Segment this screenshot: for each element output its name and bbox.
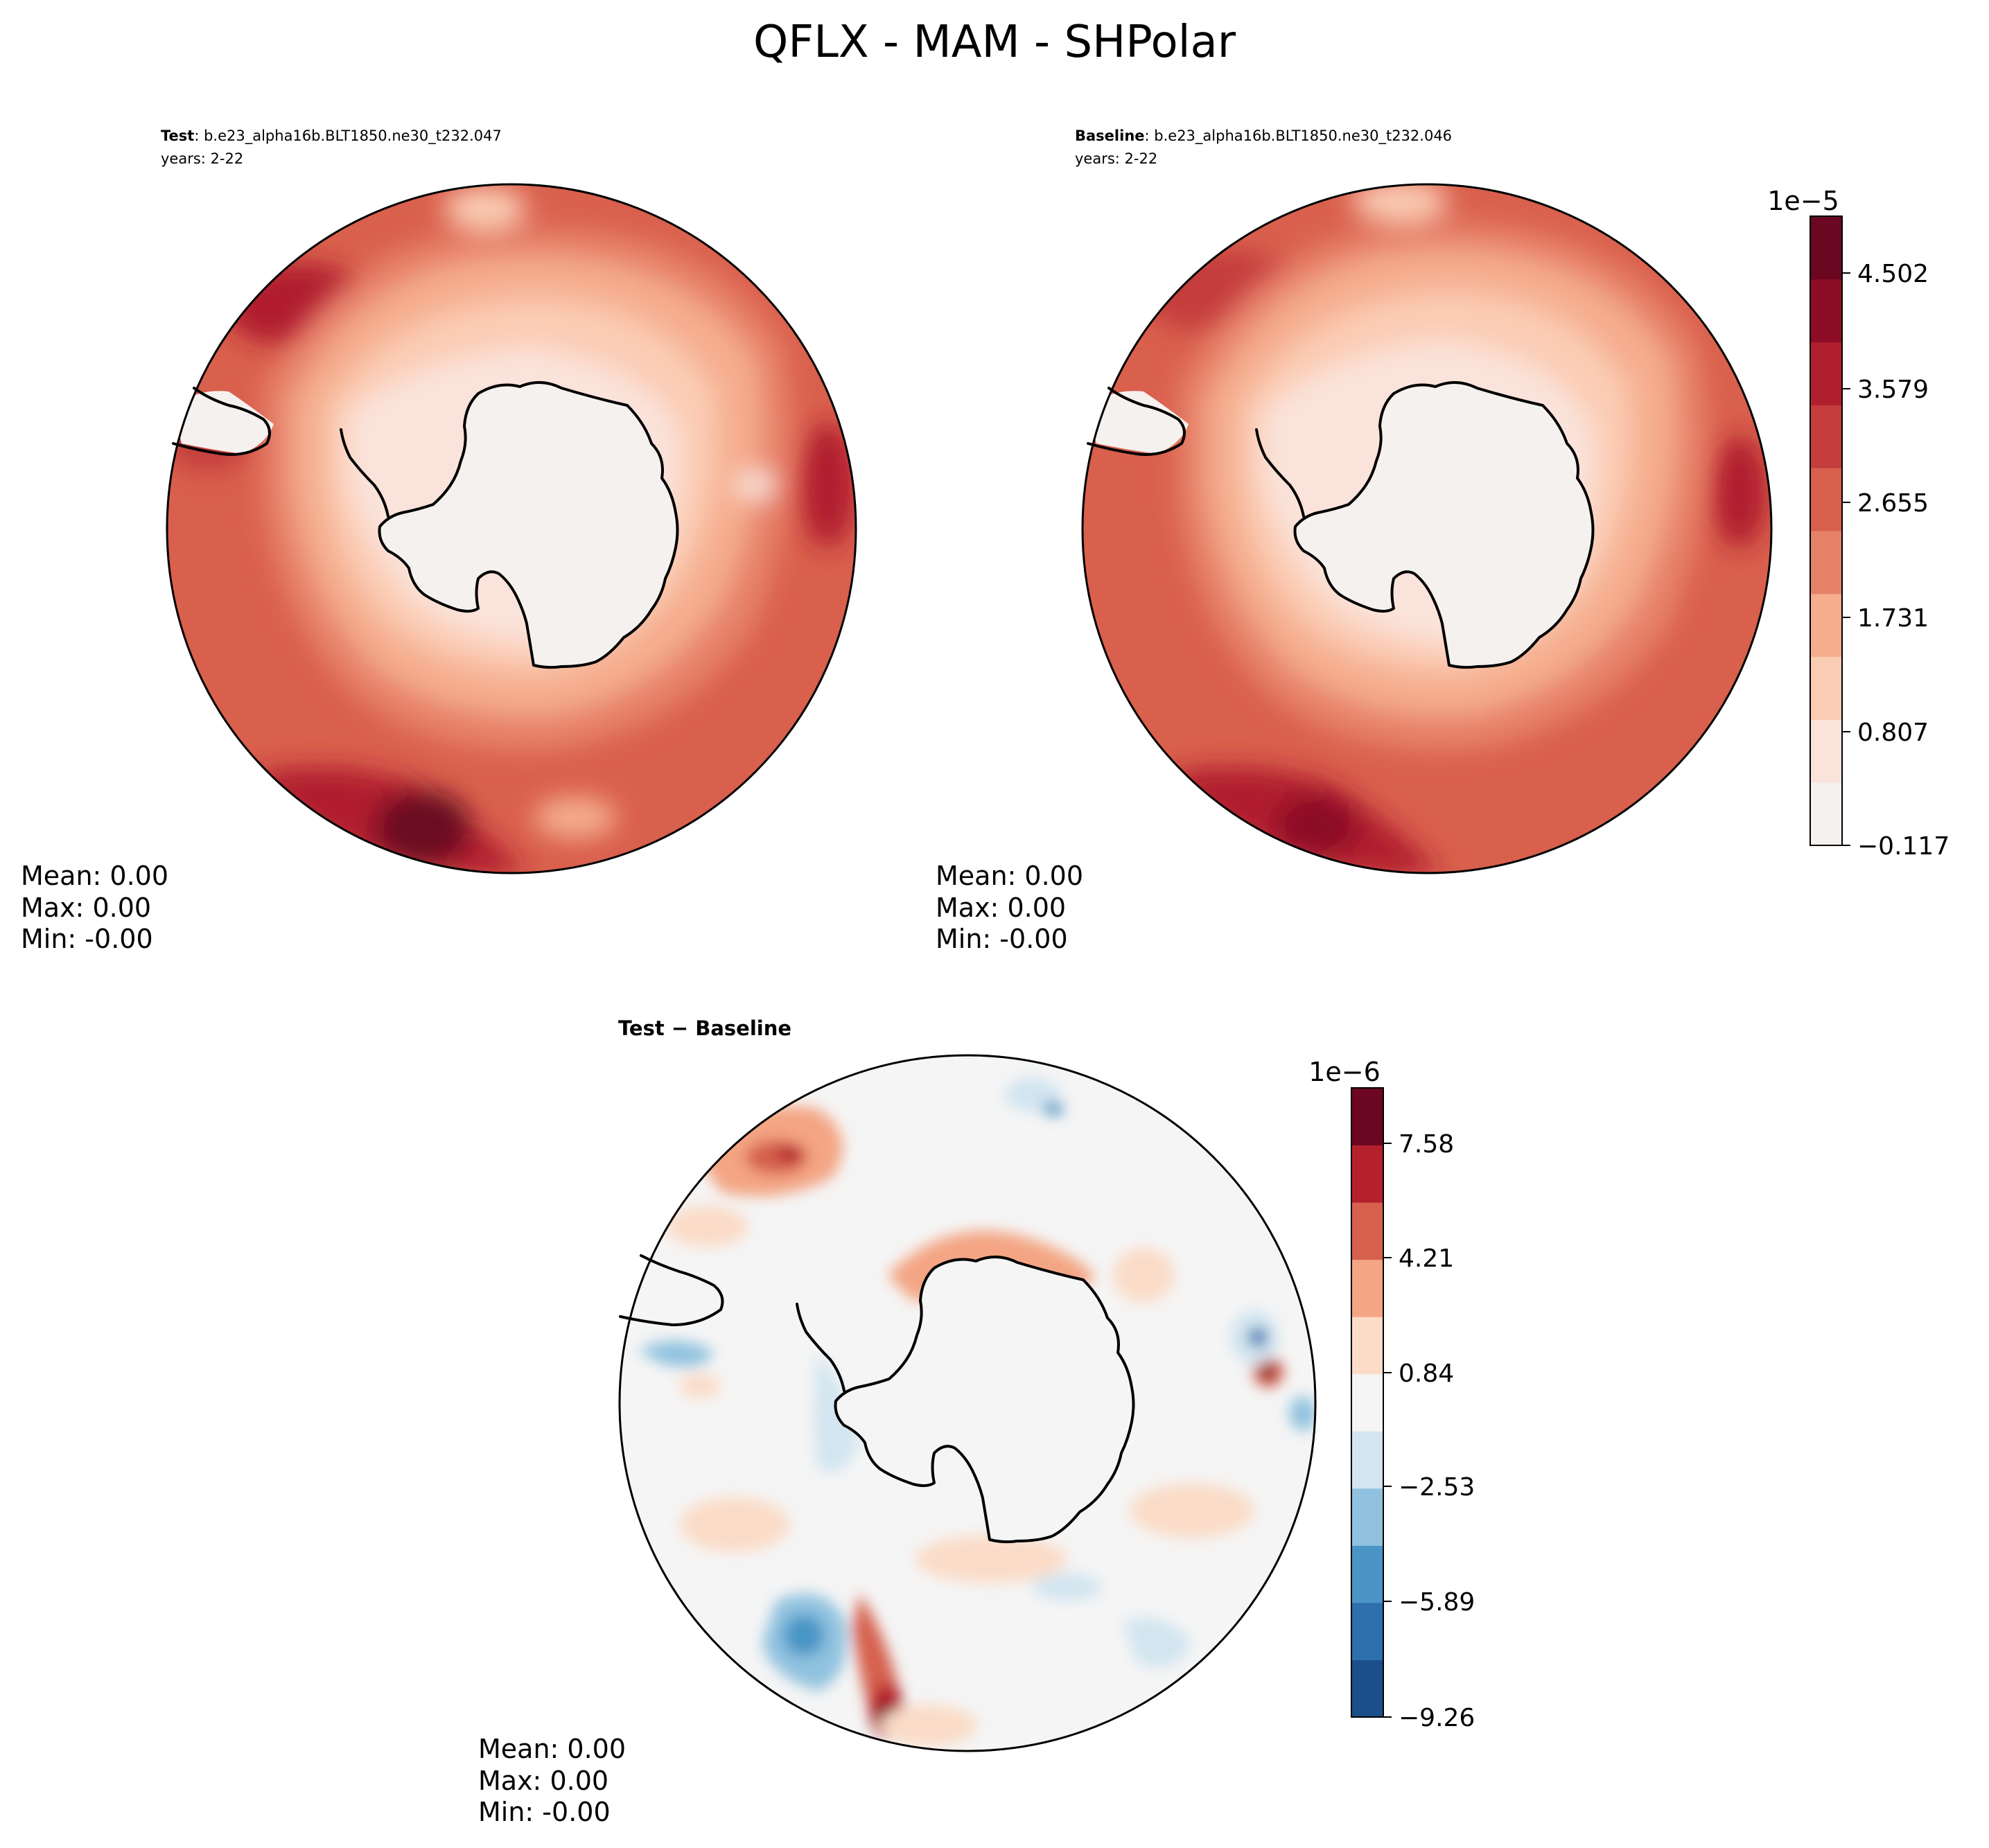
baseline-antarctica xyxy=(1293,380,1595,669)
colorbar-abs-band xyxy=(1810,782,1842,846)
diff-south-america xyxy=(619,1254,724,1327)
colorbar-abs-band xyxy=(1810,216,1842,280)
diff-map-boundary xyxy=(618,1054,1317,1752)
colorbar-diff-frame xyxy=(1351,1087,1384,1718)
colorbar-diff-band xyxy=(1351,1373,1383,1432)
colorbar-abs-bands xyxy=(1810,216,1842,846)
test-stat-max: Max: 0.00 xyxy=(21,892,151,923)
colorbar-diff-offset: 1e−6 xyxy=(1308,1057,1381,1087)
diff-stat-mean: Mean: 0.00 xyxy=(478,1734,626,1764)
diff-label: Test − Baseline xyxy=(618,1017,791,1040)
test-peninsula xyxy=(340,428,389,518)
baseline-label: Baseline: b.e23_alpha16b.BLT1850.ne30_t2… xyxy=(1075,127,1452,145)
colorbar-abs-tick-label: 1.731 xyxy=(1857,604,1929,633)
colorbar-diff-band xyxy=(1351,1545,1383,1603)
colorbar-diff-ticks xyxy=(1383,1143,1392,1718)
colorbar-abs-tick-label: 2.655 xyxy=(1857,489,1929,518)
colorbar-diff-band xyxy=(1351,1431,1383,1489)
colorbar-diff-band xyxy=(1351,1660,1383,1718)
colorbar-abs-band xyxy=(1810,593,1842,658)
diff-stat-min: Min: -0.00 xyxy=(478,1797,611,1827)
test-label: Test: b.e23_alpha16b.BLT1850.ne30_t232.0… xyxy=(161,127,502,145)
colorbar-abs-band xyxy=(1810,531,1842,595)
colorbar-diff-band xyxy=(1351,1088,1383,1146)
colorbar-diff-band xyxy=(1351,1202,1383,1260)
diff-antarctica xyxy=(834,1255,1135,1544)
colorbar-abs-band xyxy=(1810,342,1842,405)
baseline-stat-mean: Mean: 0.00 xyxy=(936,861,1083,891)
colorbar-abs-tick-label: 4.502 xyxy=(1857,260,1929,288)
baseline-years: years: 2-22 xyxy=(1075,150,1157,167)
colorbar-abs-tick-label: −0.117 xyxy=(1857,832,1949,861)
colorbar-abs-frame xyxy=(1810,215,1843,846)
colorbar-abs-band xyxy=(1810,279,1842,343)
test-antarctica xyxy=(378,380,679,669)
test-stat-min: Min: -0.00 xyxy=(21,924,153,954)
colorbar-diff-band xyxy=(1351,1602,1383,1660)
baseline-south-america xyxy=(1087,387,1186,456)
diff-peninsula xyxy=(796,1303,845,1392)
test-south-america xyxy=(172,387,271,456)
baseline-stat-max: Max: 0.00 xyxy=(936,892,1066,923)
colorbar-abs-ticks xyxy=(1842,272,1850,846)
colorbar-diff-tick-label: 0.84 xyxy=(1399,1359,1454,1388)
colorbar-diff: 1e−6 7.58 4.21 0.84 −2.53 −5.89 −9.26 xyxy=(1308,1057,1475,1732)
colorbar-diff-tick-label: −9.26 xyxy=(1399,1704,1475,1732)
colorbar-diff-band xyxy=(1351,1317,1383,1375)
colorbar-abs-band xyxy=(1810,405,1842,468)
colorbar-diff-bands xyxy=(1351,1088,1383,1718)
test-years: years: 2-22 xyxy=(161,150,243,167)
colorbar-abs-tick-label: 0.807 xyxy=(1857,719,1929,747)
figure-title: QFLX - MAM - SHPolar xyxy=(753,17,1236,68)
diff-stat-max: Max: 0.00 xyxy=(478,1766,608,1796)
colorbar-abs-tick-label: 3.579 xyxy=(1857,376,1929,404)
baseline-map-boundary xyxy=(1081,183,1773,874)
colorbar-abs-band xyxy=(1810,468,1842,531)
colorbar-diff-band xyxy=(1351,1145,1383,1203)
test-map-boundary xyxy=(166,183,857,874)
colorbar-abs-band xyxy=(1810,656,1842,720)
colorbar-abs-offset: 1e−5 xyxy=(1767,186,1839,216)
colorbar-diff-band xyxy=(1351,1259,1383,1317)
colorbar-diff-band xyxy=(1351,1488,1383,1546)
panel-test: Test: b.e23_alpha16b.BLT1850.ne30_t232.0… xyxy=(21,127,857,954)
test-stat-mean: Mean: 0.00 xyxy=(21,861,168,891)
colorbar-diff-tick-label: −5.89 xyxy=(1399,1588,1475,1617)
colorbar-diff-tick-label: 7.58 xyxy=(1399,1130,1454,1159)
colorbar-diff-tick-label: 4.21 xyxy=(1399,1244,1454,1273)
colorbar-abs-band xyxy=(1810,719,1842,783)
baseline-peninsula xyxy=(1255,428,1305,518)
baseline-stat-min: Min: -0.00 xyxy=(936,924,1068,954)
panel-baseline: Baseline: b.e23_alpha16b.BLT1850.ne30_t2… xyxy=(936,127,1773,954)
panel-diff: Test − Baseline xyxy=(478,1017,1317,1827)
colorbar-abs: 1e−5 4.502 3.579 2.655 1.731 0.807 −0.11… xyxy=(1767,186,1949,861)
colorbar-diff-tick-label: −2.53 xyxy=(1399,1473,1475,1502)
